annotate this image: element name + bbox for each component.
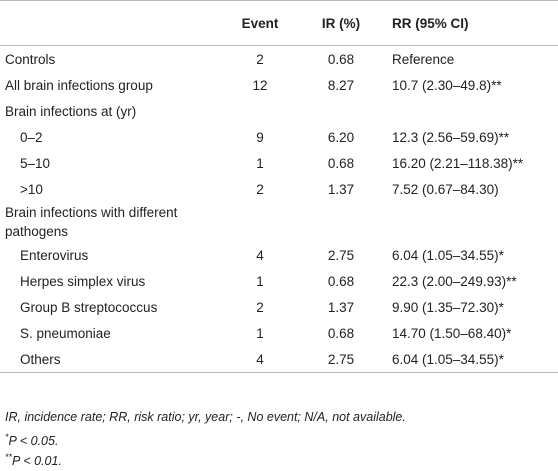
row-rr: 9.90 (1.35–72.30)*	[392, 299, 504, 315]
row-ir: 1.37	[327, 181, 355, 197]
table-row: Controls 2 0.68 Reference	[0, 46, 558, 73]
footnote-p05-text: P < 0.05.	[8, 434, 59, 449]
row-label: Others	[0, 346, 222, 373]
table-row: Enterovirus 4 2.75 6.04 (1.05–34.55)*	[0, 242, 558, 268]
table-row-section-heading: Brain infections at (yr)	[0, 98, 558, 124]
row-ir: 0.68	[327, 51, 355, 67]
row-ir	[298, 98, 384, 124]
footnote-p05-marker: *	[5, 432, 9, 442]
table-row: Others 4 2.75 6.04 (1.05–34.55)*	[0, 346, 558, 373]
row-event	[222, 98, 298, 124]
row-ir: 2.75	[327, 247, 355, 263]
row-rr: Reference	[392, 51, 455, 67]
row-label: Enterovirus	[20, 247, 89, 263]
row-rr: 14.70 (1.50–68.40)*	[392, 325, 512, 341]
row-event: 1	[256, 155, 264, 171]
table-row: Herpes simplex virus 1 0.68 22.3 (2.00–2…	[0, 268, 558, 294]
row-rr: 7.52 (0.67–84.30)	[392, 181, 499, 197]
row-event: 1	[256, 325, 264, 341]
row-rr: 16.20 (2.21–118.38)**	[392, 155, 524, 171]
row-label: Herpes simplex virus	[20, 273, 146, 289]
row-ir: 0.68	[327, 325, 355, 341]
header-label	[0, 0, 222, 46]
row-rr: 10.7 (2.30–49.8)**	[392, 77, 502, 93]
table-row: Group B streptococcus 2 1.37 9.90 (1.35–…	[0, 294, 558, 320]
footnote-abbreviations: IR, incidence rate; RR, risk ratio; yr, …	[5, 410, 406, 424]
row-event: 2	[256, 181, 264, 197]
table-row: >10 2 1.37 7.52 (0.67–84.30)	[0, 176, 558, 202]
row-label: 0–2	[20, 129, 43, 145]
footnote-p01-marker: **	[5, 452, 13, 462]
row-event: 4	[222, 346, 298, 373]
results-table: Event IR (%) RR (95% CI) Controls 2 0.68…	[0, 0, 558, 373]
header-event: Event	[222, 0, 298, 46]
row-rr	[384, 202, 558, 242]
table-row: S. pneumoniae 1 0.68 14.70 (1.50–68.40)*	[0, 320, 558, 346]
header-ir: IR (%)	[298, 0, 384, 46]
row-event	[222, 202, 298, 242]
table-row: All brain infections group 12 8.27 10.7 …	[0, 72, 558, 98]
table-row: 0–2 9 6.20 12.3 (2.56–59.69)**	[0, 124, 558, 150]
row-label: >10	[20, 181, 43, 197]
row-ir: 8.27	[327, 77, 355, 93]
row-label: Brain infections at (yr)	[5, 103, 137, 119]
table-footnotes: IR, incidence rate; RR, risk ratio; yr, …	[5, 407, 553, 469]
footnote-p05: *P < 0.05.	[5, 427, 553, 449]
row-ir: 1.37	[327, 299, 355, 315]
row-rr	[384, 98, 558, 124]
table-header-row: Event IR (%) RR (95% CI)	[0, 0, 558, 46]
row-event: 2	[256, 51, 264, 67]
row-label: 5–10	[20, 155, 51, 171]
row-event: 2	[256, 299, 264, 315]
row-ir	[298, 202, 384, 242]
footnote-p01-text: P < 0.01.	[12, 454, 62, 469]
row-label: Controls	[5, 51, 56, 67]
row-rr: 6.04 (1.05–34.55)*	[392, 247, 504, 263]
row-label: Brain infections with different pathogen…	[5, 205, 178, 239]
row-ir: 0.68	[327, 155, 355, 171]
row-rr: 6.04 (1.05–34.55)*	[384, 346, 558, 373]
footnote-p01: **P < 0.01.	[5, 447, 553, 469]
table-row: 5–10 1 0.68 16.20 (2.21–118.38)**	[0, 150, 558, 176]
row-ir: 2.75	[298, 346, 384, 373]
row-event: 12	[252, 77, 268, 93]
row-event: 4	[256, 247, 264, 263]
row-label: Group B streptococcus	[20, 299, 158, 315]
row-label: S. pneumoniae	[20, 325, 111, 341]
row-event: 1	[256, 273, 264, 289]
row-event: 9	[256, 129, 264, 145]
results-table-container: Event IR (%) RR (95% CI) Controls 2 0.68…	[0, 0, 558, 373]
row-rr: 12.3 (2.56–59.69)**	[392, 129, 510, 145]
row-rr: 22.3 (2.00–249.93)**	[392, 273, 517, 289]
row-label: All brain infections group	[5, 77, 153, 93]
header-rr: RR (95% CI)	[384, 0, 558, 46]
row-ir: 6.20	[327, 129, 355, 145]
table-row-section-heading: Brain infections with different pathogen…	[0, 202, 558, 242]
row-ir: 0.68	[327, 273, 355, 289]
